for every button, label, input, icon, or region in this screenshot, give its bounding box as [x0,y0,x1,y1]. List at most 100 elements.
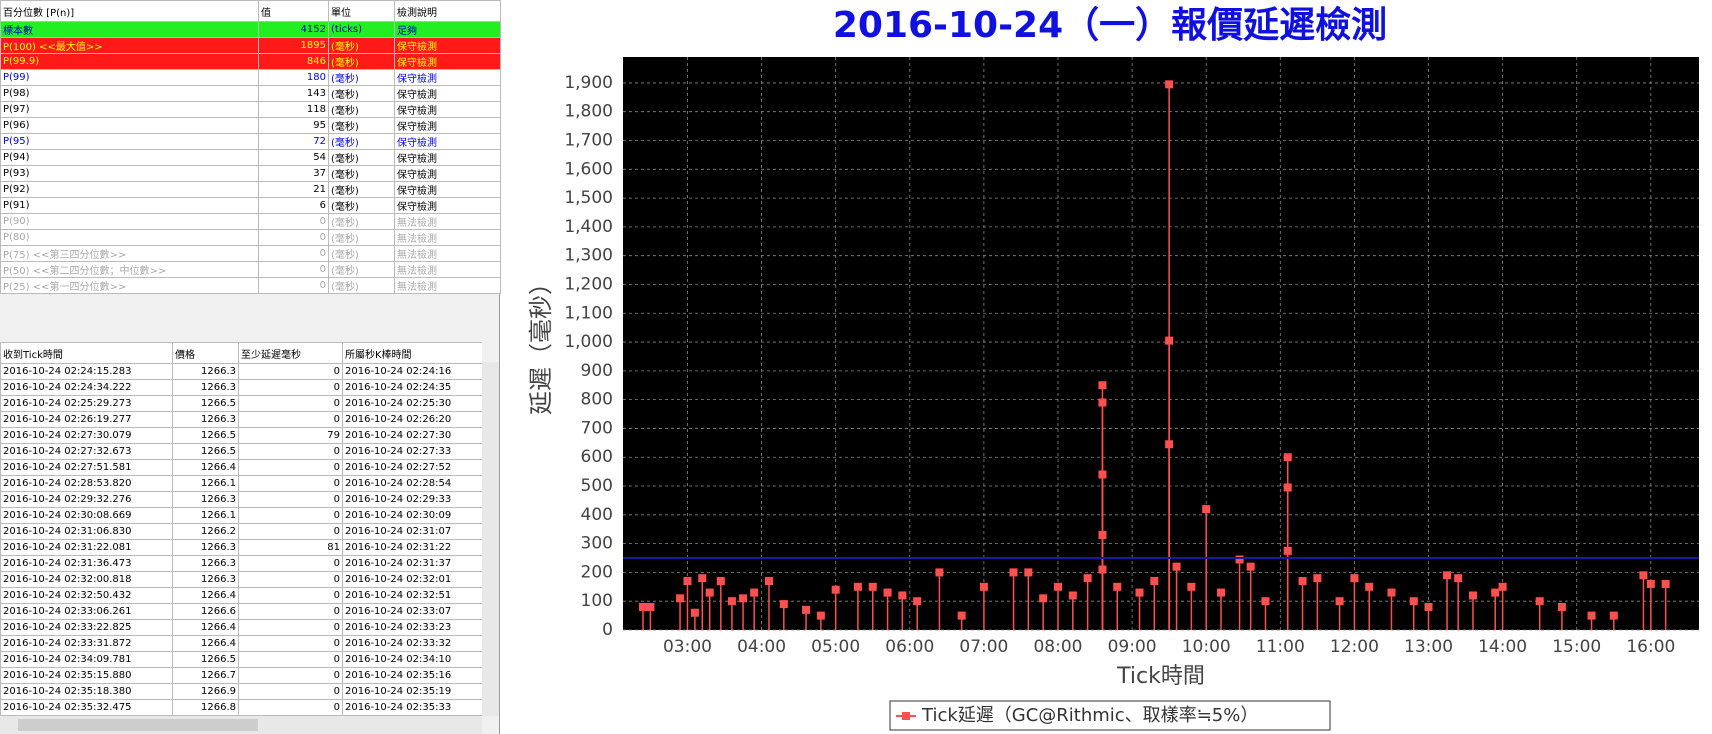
point [1235,555,1244,564]
table-cell: 0 [238,555,343,572]
table-row: 2016-10-24 02:31:06.830 1266.2 0 2016-10-24… [0,523,482,540]
table-cell: 0 [238,699,343,716]
table-row: P(94) 54 (毫秒) 保守檢測 [0,149,501,166]
table-row: 2016-10-24 02:31:22.081 1266.3 81 2016-10-2… [0,539,482,556]
table-cell: 1266.8 [172,699,239,716]
point [1172,562,1181,571]
table-cell: (毫秒) [328,261,395,278]
table-cell: 1266.3 [172,491,239,508]
table-cell: 0 [258,245,329,262]
header-cell: 單位 [328,0,395,22]
x-tick-label: 03:00 [663,637,712,657]
scroll-thumb[interactable] [18,719,258,731]
table-cell: 2016-10-24 02:27:33 [342,443,482,460]
point [1409,597,1418,606]
table-row: 2016-10-24 02:31:36.473 1266.3 0 2016-10-24… [0,555,482,572]
table-cell: 2016-10-24 02:29:33 [342,491,482,508]
table-row: P(92) 21 (毫秒) 保守檢測 [0,181,501,198]
chart-title: 2016-10-24（一）報價延遲檢測 [833,4,1387,46]
point [898,591,907,600]
table-cell: 2016-10-24 02:33:31.872 [0,635,173,652]
point [1217,588,1226,597]
percentile-table: 百分位數 [P(n)] 值單位 檢測說明 標本數 4152 (ticks) 足夠 P(100)… [0,0,501,294]
table-cell: 37 [258,165,329,182]
point [1350,574,1359,583]
header-cell: 百分位數 [P(n)] [0,0,259,22]
table-cell: (毫秒) [328,165,395,182]
table-cell: 2016-10-24 02:32:50.432 [0,587,173,604]
point [1646,579,1655,588]
point [690,608,699,617]
table-cell: 1266.3 [172,411,239,428]
table-cell: 0 [238,491,343,508]
table-row: 2016-10-24 02:25:29.273 1266.5 0 2016-10-24… [0,395,482,412]
table-cell: 0 [238,411,343,428]
point [1083,574,1092,583]
header-cell: 值 [258,0,329,22]
y-tick-label: 600 [581,447,613,467]
point [727,597,736,606]
table-cell: 2016-10-24 02:35:33 [342,699,482,716]
x-tick-label: 11:00 [1256,637,1305,657]
table-cell: 1266.1 [172,507,239,524]
table-cell: 無法檢測 [394,277,501,294]
point [1039,594,1048,603]
point [1135,588,1144,597]
table-cell: P(98) [0,85,259,102]
table-cell: 2016-10-24 02:27:30 [342,427,482,444]
table-cell: 0 [238,603,343,620]
point [1491,588,1500,597]
table-cell: 2016-10-24 02:28:54 [342,475,482,492]
header-cell: 檢測說明 [394,0,501,22]
table-cell: 2016-10-24 02:31:36.473 [0,555,173,572]
table-cell: P(50) <<第二四分位數；中位數>> [0,261,259,278]
point [816,611,825,620]
horizontal-scrollbar[interactable] [0,716,482,734]
table-cell: 2016-10-24 02:33:07 [342,603,482,620]
table-cell: P(96) [0,117,259,134]
table-cell: P(100) <<最大值>> [0,37,259,54]
x-tick-label: 12:00 [1330,637,1379,657]
point [1557,602,1566,611]
point [1587,611,1596,620]
table-cell: 95 [258,117,329,134]
point [868,582,877,591]
point [1187,582,1196,591]
table-cell: 2016-10-24 02:31:06.830 [0,523,173,540]
point [683,577,692,586]
table-cell: 4152 [258,21,329,38]
table-cell: 1266.3 [172,555,239,572]
table-row: 2016-10-24 02:35:15.880 1266.7 0 2016-10-24… [0,667,482,684]
point [1165,80,1174,89]
point [750,588,759,597]
table-cell: 保守檢測 [394,133,501,150]
x-tick-label: 14:00 [1478,637,1527,657]
table-row: 2016-10-24 02:32:50.432 1266.4 0 2016-10-24… [0,587,482,604]
table-cell: 2016-10-24 02:24:34.222 [0,379,173,396]
point [1009,568,1018,577]
x-tick-label: 09:00 [1108,637,1157,657]
table-cell: 保守檢測 [394,53,501,70]
y-tick-label: 400 [581,505,613,525]
point [1165,440,1174,449]
table-cell: 2016-10-24 02:25:30 [342,395,482,412]
table-row: 2016-10-24 02:29:32.276 1266.3 0 2016-10-24… [0,491,482,508]
y-tick-label: 1,200 [564,274,613,294]
table-cell: 2016-10-24 02:27:52 [342,459,482,476]
table-row: P(98) 143 (毫秒) 保守檢測 [0,85,501,102]
table-cell: 2016-10-24 02:28:53.820 [0,475,173,492]
point [1443,571,1452,580]
point [716,577,725,586]
point [1113,582,1122,591]
point [639,602,648,611]
table-row: 2016-10-24 02:27:51.581 1266.4 0 2016-10-24… [0,459,482,476]
table-cell: 2016-10-24 02:35:16 [342,667,482,684]
table-cell: P(94) [0,149,259,166]
table-row: P(91) 6 (毫秒) 保守檢測 [0,197,501,214]
table-cell: 1266.4 [172,619,239,636]
table-cell: 0 [238,523,343,540]
vertical-scrollbar[interactable] [482,362,499,716]
table-row: P(97) 118 (毫秒) 保守檢測 [0,101,501,118]
table-row: 2016-10-24 02:24:15.283 1266.3 0 2016-10-24… [0,363,482,380]
table-cell: 72 [258,133,329,150]
